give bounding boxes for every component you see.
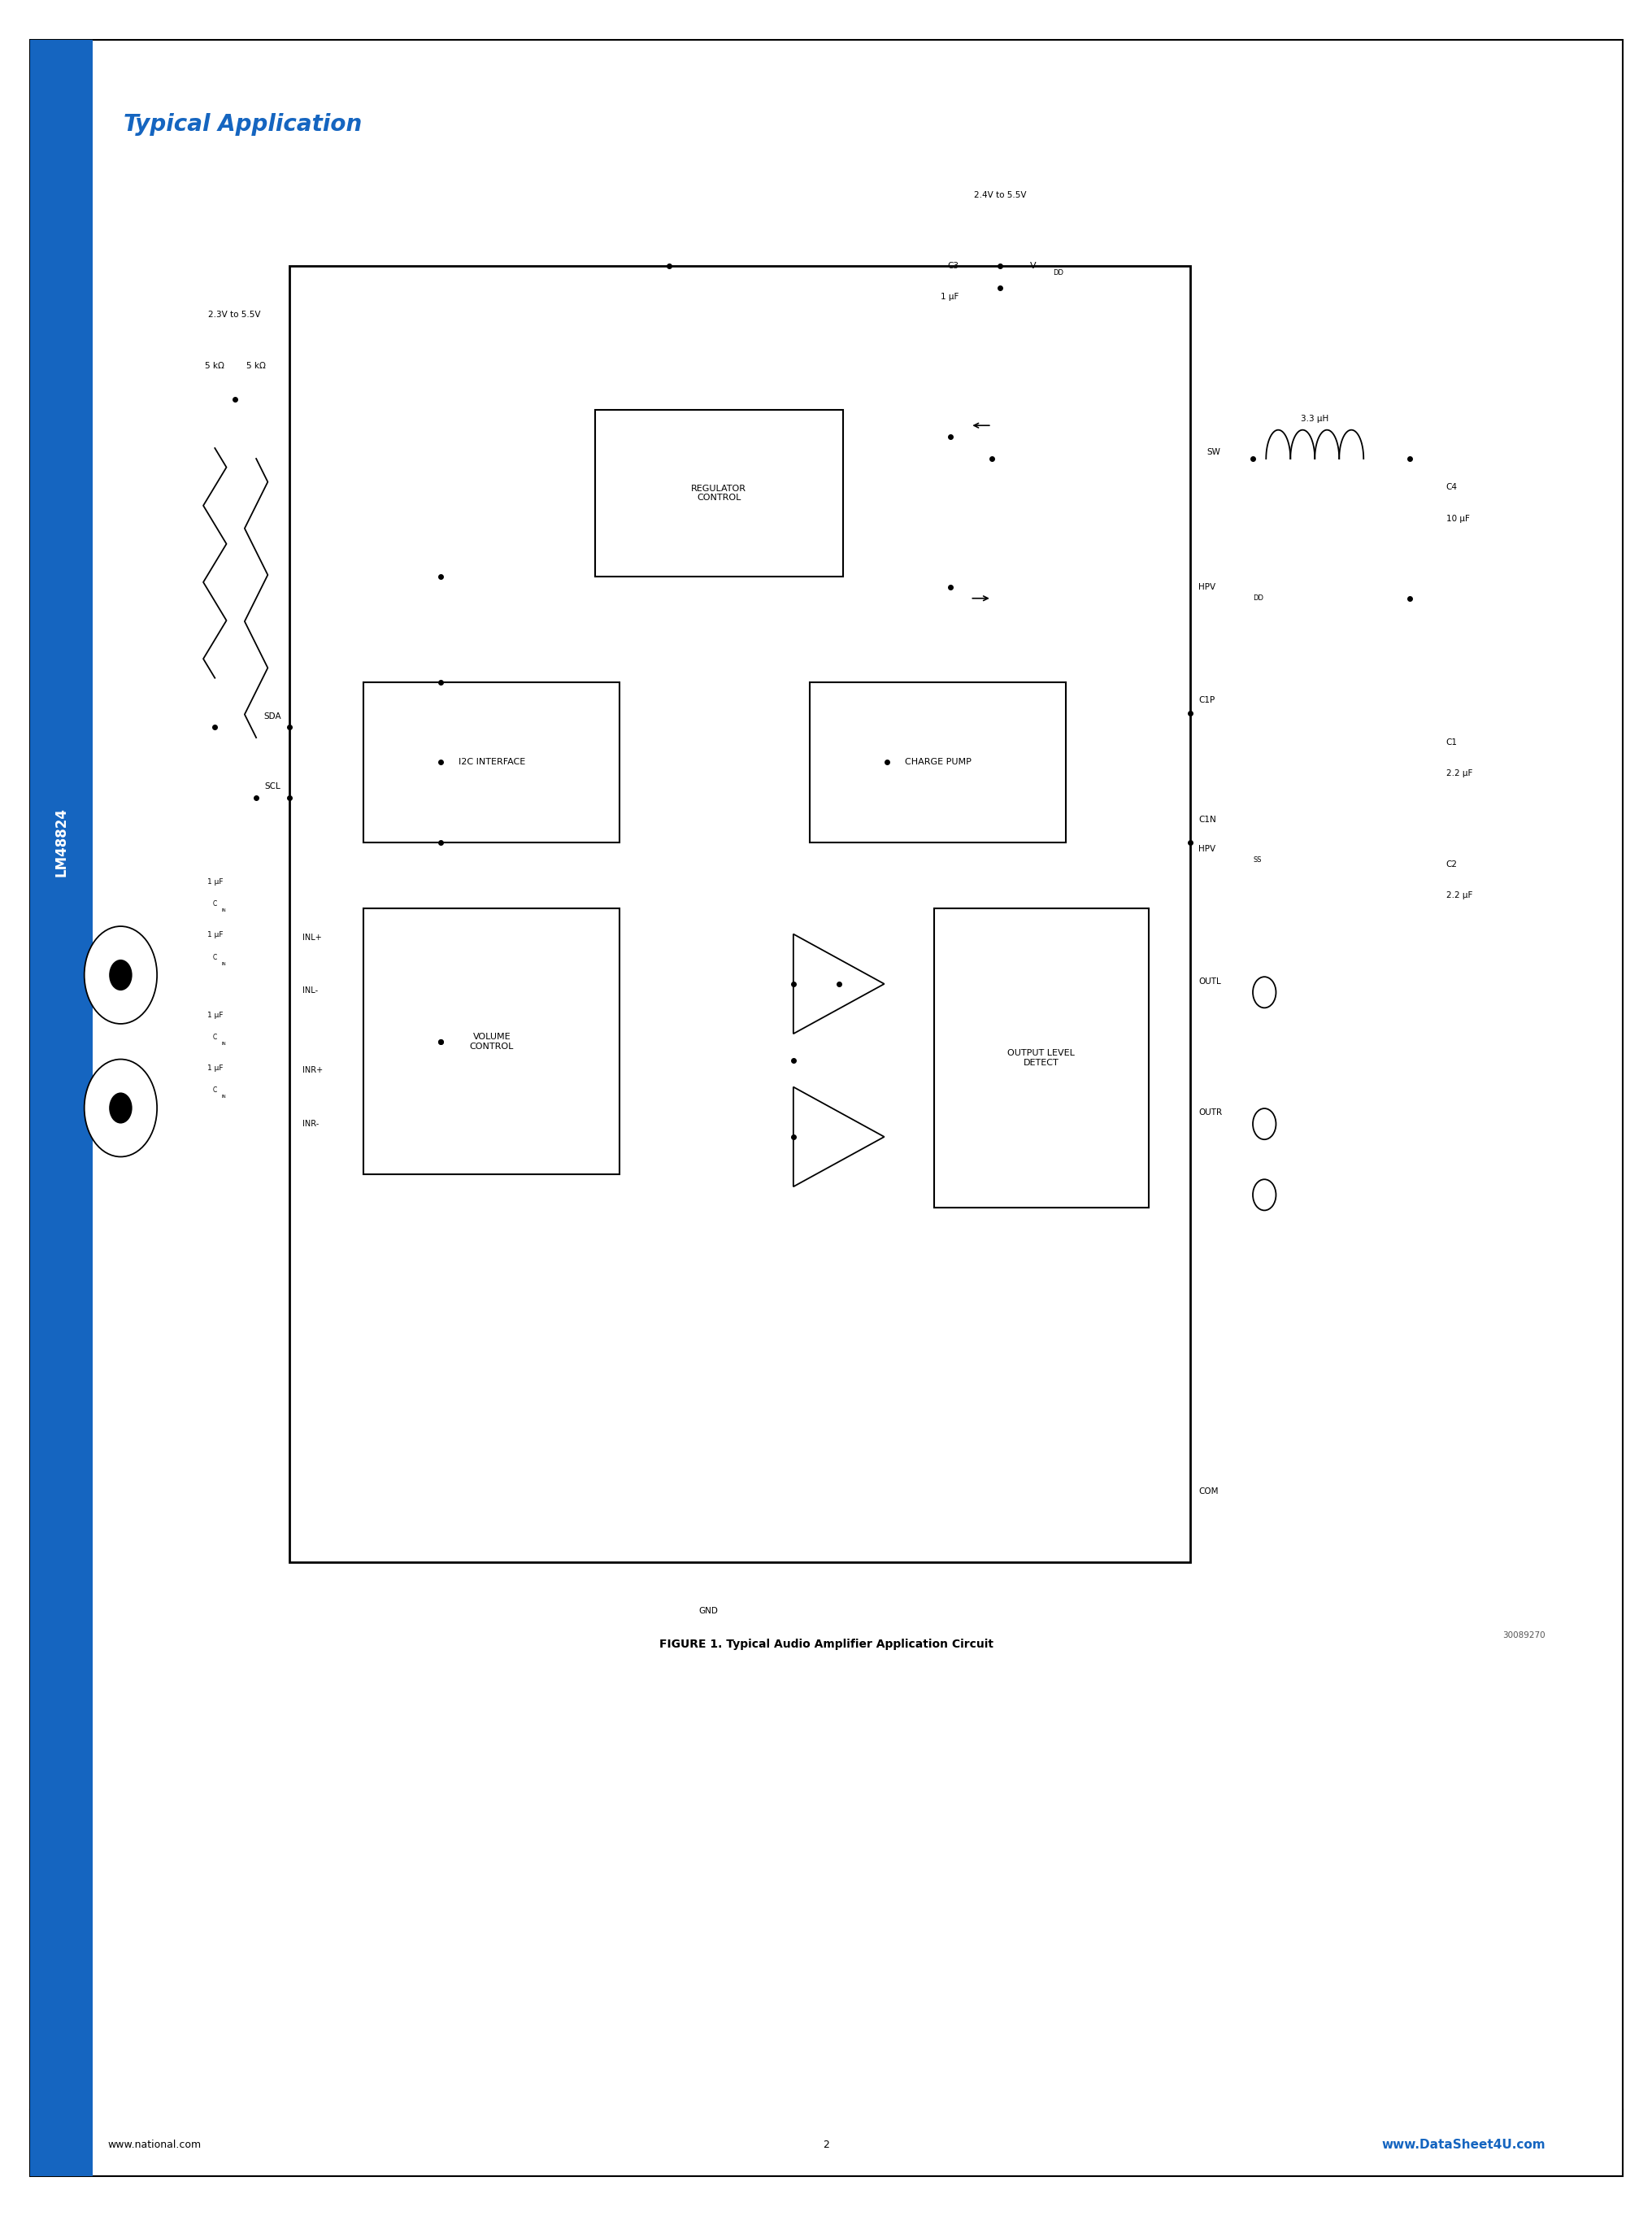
Text: DD: DD [1052, 268, 1062, 277]
Text: SDA: SDA [263, 711, 281, 720]
Text: 5 kΩ: 5 kΩ [205, 361, 225, 370]
Text: FIGURE 1. Typical Audio Amplifier Application Circuit: FIGURE 1. Typical Audio Amplifier Applic… [659, 1638, 993, 1651]
Text: C: C [213, 1033, 216, 1042]
Circle shape [1252, 977, 1275, 1008]
Text: I2C INTERFACE: I2C INTERFACE [458, 758, 525, 767]
Text: OUTPUT LEVEL
DETECT: OUTPUT LEVEL DETECT [1008, 1050, 1074, 1066]
Text: 1 μF: 1 μF [206, 1010, 223, 1019]
Text: IN: IN [221, 962, 226, 966]
Text: C2: C2 [1446, 860, 1457, 869]
Text: 2.2 μF: 2.2 μF [1446, 891, 1472, 900]
Text: C1N: C1N [1198, 815, 1216, 824]
Text: 1 μF: 1 μF [206, 878, 223, 886]
Polygon shape [793, 1088, 884, 1188]
Text: INL+: INL+ [302, 933, 322, 942]
Text: IN: IN [221, 1042, 226, 1046]
Text: 1 μF: 1 μF [206, 931, 223, 940]
Text: C: C [213, 900, 216, 909]
Text: C3: C3 [947, 261, 958, 270]
Circle shape [109, 960, 132, 991]
Text: INR-: INR- [302, 1119, 319, 1128]
Text: REGULATOR
CONTROL: REGULATOR CONTROL [691, 485, 747, 501]
Text: IN: IN [221, 909, 226, 913]
Text: OUTR: OUTR [1198, 1108, 1221, 1117]
Circle shape [84, 926, 157, 1024]
Text: SCL: SCL [264, 782, 281, 791]
Text: OUTL: OUTL [1198, 977, 1221, 986]
Text: 2.2 μF: 2.2 μF [1446, 769, 1472, 778]
Text: www.DataSheet4U.com: www.DataSheet4U.com [1381, 2138, 1545, 2152]
Text: HPV: HPV [1198, 583, 1214, 592]
Text: C1: C1 [1446, 738, 1457, 747]
Text: 30089270: 30089270 [1502, 1631, 1545, 1640]
Circle shape [109, 1092, 132, 1124]
Text: 1 μF: 1 μF [206, 1064, 223, 1073]
Text: IN: IN [221, 1095, 226, 1099]
Text: VOLUME
CONTROL: VOLUME CONTROL [469, 1033, 514, 1050]
Text: 3.3 μH: 3.3 μH [1300, 414, 1328, 423]
Text: LM48824: LM48824 [55, 807, 68, 878]
Text: SS: SS [1252, 855, 1260, 864]
Text: C1P: C1P [1198, 696, 1214, 705]
Text: GND: GND [699, 1607, 717, 1615]
Bar [363, 683, 620, 842]
Circle shape [84, 1059, 157, 1157]
Bar [30, 40, 93, 2176]
Text: 1 μF: 1 μF [940, 293, 958, 301]
Bar [363, 909, 620, 1174]
Bar [289, 266, 1189, 1562]
Text: CHARGE PUMP: CHARGE PUMP [904, 758, 971, 767]
Circle shape [1252, 1179, 1275, 1210]
Text: V: V [1029, 261, 1036, 270]
Text: C: C [213, 953, 216, 962]
Text: 5 kΩ: 5 kΩ [246, 361, 266, 370]
Text: INL-: INL- [302, 986, 317, 995]
Text: COM: COM [1198, 1487, 1218, 1496]
Bar [595, 410, 843, 576]
Text: HPV: HPV [1198, 844, 1214, 853]
Text: SW: SW [1206, 448, 1219, 456]
Text: 2: 2 [823, 2141, 829, 2150]
Text: 2.4V to 5.5V: 2.4V to 5.5V [973, 191, 1026, 199]
Text: C: C [213, 1086, 216, 1095]
Text: DD: DD [1252, 594, 1262, 603]
Text: 2.3V to 5.5V: 2.3V to 5.5V [208, 310, 261, 319]
Bar [809, 683, 1066, 842]
Text: Typical Application: Typical Application [124, 113, 362, 135]
Text: INR+: INR+ [302, 1066, 322, 1075]
Text: www.datasheet4u.com: www.datasheet4u.com [140, 428, 244, 437]
Text: www.national.com: www.national.com [107, 2141, 202, 2150]
Text: C4: C4 [1446, 483, 1457, 492]
Polygon shape [793, 935, 884, 1033]
Text: 10 μF: 10 μF [1446, 514, 1469, 523]
Bar [933, 909, 1148, 1208]
Circle shape [1252, 1108, 1275, 1139]
